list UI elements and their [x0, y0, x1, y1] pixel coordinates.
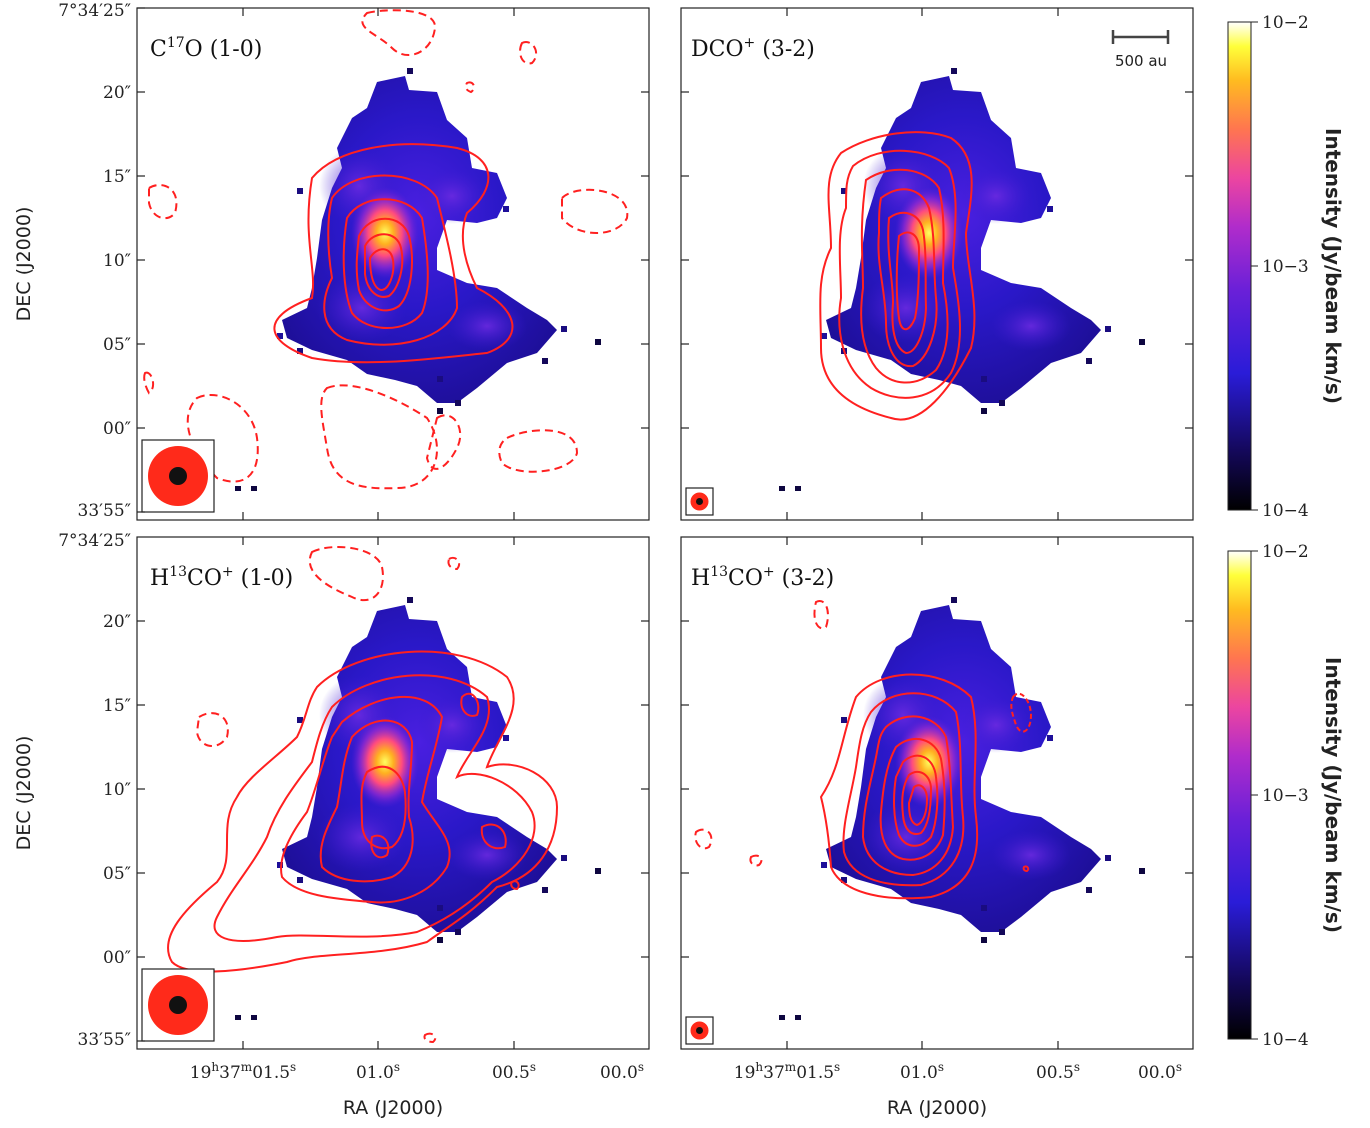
contours-c17o — [143, 9, 629, 490]
emission-map — [235, 597, 601, 1020]
y-tick-labels-bottom: 7°34′25″ 20″ 15″ 10″ 05″ 00″ 33′55″ — [58, 531, 131, 1050]
colorbar-bottom: 10−2 10−3 10−4 Intensity (Jy/beam km/s) — [1227, 542, 1345, 1050]
colorbar-label: Intensity (Jy/beam km/s) — [1321, 657, 1345, 933]
colorbar-gradient — [1227, 550, 1252, 1040]
emission-map — [779, 68, 1145, 491]
colorbar-tick-label: 10−4 — [1262, 1030, 1309, 1050]
panel-h13cop10: H13CO+ (1-0) — [136, 536, 650, 1050]
beam-core — [696, 498, 703, 505]
plot-frame — [136, 536, 650, 1050]
colorbar-label: Intensity (Jy/beam km/s) — [1321, 128, 1345, 404]
y-tick-label: 7°34′25″ — [58, 531, 131, 551]
plot-frame — [680, 7, 1194, 521]
colorbar-tick-label: 10−2 — [1262, 542, 1309, 562]
beam-core — [169, 996, 187, 1014]
colorbar-top: 10−2 10−3 10−4 Intensity (Jy/beam km/s) — [1227, 13, 1345, 521]
contours-h13cop10 — [167, 546, 559, 1044]
y-tick-label: 05″ — [103, 335, 131, 355]
panel-title: H13CO+ (1-0) — [150, 564, 293, 591]
plot-frame — [680, 536, 1194, 1050]
y-tick-labels-top: 7°34′25″ 20″ 15″ 10″ 05″ 00″ 33′55″ — [58, 1, 131, 521]
panel-title: C17O (1-0) — [150, 35, 262, 62]
colorbar-tick-label: 10−3 — [1262, 257, 1309, 277]
panel-h13cop32: H13CO+ (3-2) — [680, 536, 1194, 1050]
x-tick-label: 00.5s — [1036, 1060, 1080, 1083]
emission-map — [235, 68, 601, 491]
y-tick-label: 15″ — [103, 696, 131, 716]
y-tick-label: 15″ — [103, 167, 131, 187]
colorbar-tick-label: 10−4 — [1262, 501, 1309, 521]
y-tick-label: 00″ — [103, 948, 131, 968]
plot-frame — [136, 7, 650, 521]
contours-dcop — [819, 131, 976, 421]
beam-core — [169, 467, 187, 485]
tick-marks — [137, 7, 1193, 1049]
panel-title: H13CO+ (3-2) — [691, 564, 834, 591]
x-tick-label: 01.0s — [356, 1060, 400, 1083]
y-tick-label: 10″ — [103, 780, 131, 800]
x-tick-labels-right: 19h37m01.5s 01.0s 00.5s 00.0s — [734, 1060, 1182, 1083]
x-tick-label: 19h37m01.5s — [190, 1060, 296, 1083]
x-axis-title: RA (J2000) — [887, 1097, 987, 1119]
y-tick-label: 20″ — [103, 83, 131, 103]
x-axis-title: RA (J2000) — [343, 1097, 443, 1119]
y-axis-title: DEC (J2000) — [13, 736, 35, 851]
panel-dcop32: DCO+ (3-2) 500 au — [680, 7, 1194, 521]
panel-title: DCO+ (3-2) — [691, 35, 815, 62]
contours-h13cop32 — [694, 600, 1033, 900]
panel-c17o: C17O (1-0) — [136, 7, 650, 521]
y-tick-label: 7°34′25″ — [58, 1, 131, 21]
y-tick-label: 10″ — [103, 251, 131, 271]
scale-bar — [1111, 30, 1170, 44]
y-axis-title: DEC (J2000) — [13, 207, 35, 322]
y-tick-label: 33′55″ — [78, 501, 131, 521]
colorbar-tick-label: 10−3 — [1262, 786, 1309, 806]
colorbar-gradient — [1227, 21, 1252, 511]
scale-bar-label: 500 au — [1115, 52, 1167, 70]
x-tick-label: 19h37m01.5s — [734, 1060, 840, 1083]
y-tick-label: 20″ — [103, 612, 131, 632]
colorbar-tick-label: 10−2 — [1262, 13, 1309, 33]
x-tick-label: 00.5s — [492, 1060, 536, 1083]
y-tick-label: 33′55″ — [78, 1030, 131, 1050]
x-tick-label: 00.0s — [600, 1060, 644, 1083]
x-tick-label: 01.0s — [900, 1060, 944, 1083]
x-tick-label: 00.0s — [1138, 1060, 1182, 1083]
y-tick-label: 00″ — [103, 419, 131, 439]
y-tick-label: 05″ — [103, 864, 131, 884]
x-tick-labels-left: 19h37m01.5s 01.0s 00.5s 00.0s — [190, 1060, 644, 1083]
beam-core — [696, 1027, 703, 1034]
